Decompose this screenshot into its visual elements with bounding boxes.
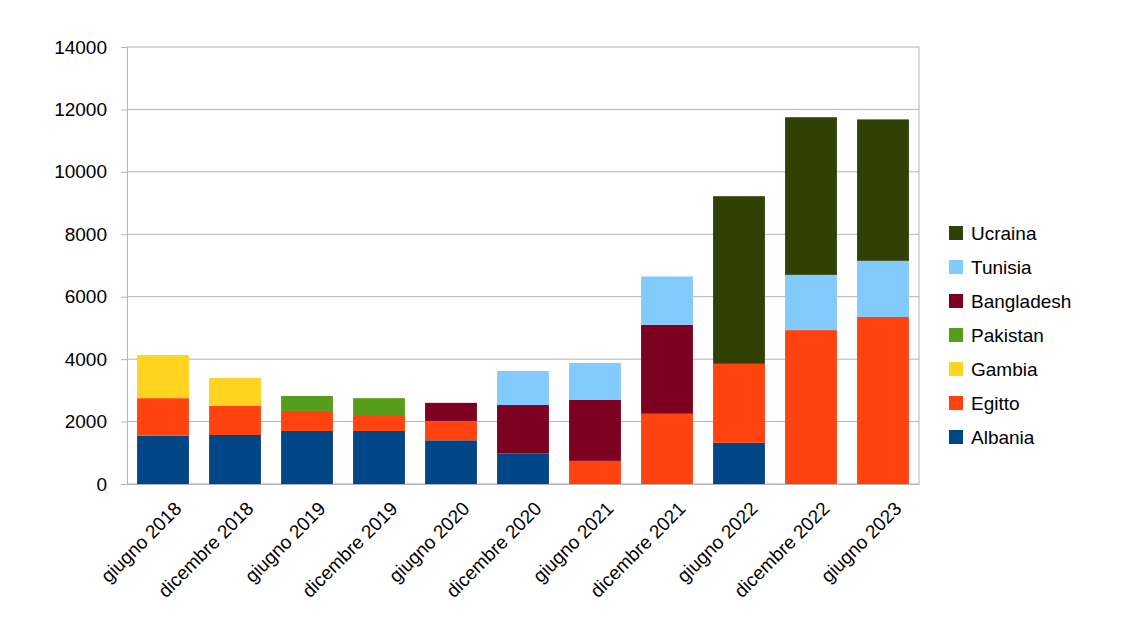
bar-segment — [353, 431, 405, 484]
legend-swatch — [949, 328, 963, 342]
y-tick-mark — [121, 47, 127, 48]
y-tick: 0 — [96, 474, 127, 495]
bar-segment — [785, 330, 837, 484]
bar-segment — [209, 435, 261, 484]
y-tick-label: 4000 — [65, 349, 107, 370]
chart: 0 2000 4000 6000 8000 10000 12000 14000 giugno 2… — [0, 0, 1129, 635]
y-tick-mark — [121, 297, 127, 298]
bar-segment — [497, 371, 549, 405]
bar-segment — [281, 411, 333, 431]
y-tick: 12000 — [54, 99, 127, 120]
y-tick: 4000 — [65, 349, 127, 370]
y-tick: 8000 — [65, 224, 127, 245]
y-tick-label: 6000 — [65, 286, 107, 307]
y-tick-mark — [121, 234, 127, 235]
x-tick: dicembre 2019 — [298, 498, 402, 602]
legend-swatch — [949, 294, 963, 308]
y-tick: 6000 — [65, 286, 127, 307]
y-axis-line — [127, 48, 128, 485]
y-tick-mark — [121, 109, 127, 110]
y-tick: 10000 — [54, 161, 127, 182]
bar-segment — [137, 436, 189, 484]
x-tick: dicembre 2018 — [154, 498, 258, 602]
x-tick: dicembre 2020 — [442, 498, 546, 602]
x-tick: giugno 2023 — [817, 498, 906, 587]
bar-segment — [353, 415, 405, 431]
x-axis-line — [128, 484, 920, 485]
bar-segment — [281, 396, 333, 411]
bar-segment — [281, 431, 333, 484]
bar-segment — [641, 325, 693, 414]
bar-segment — [569, 400, 621, 461]
legend-label: Bangladesh — [971, 291, 1071, 312]
bar-segment — [857, 119, 909, 260]
bar-segment — [425, 440, 477, 484]
x-tick: dicembre 2022 — [730, 498, 834, 602]
bar-segment — [713, 443, 765, 484]
x-tick-label: dicembre 2020 — [442, 498, 546, 602]
bar-segment — [569, 363, 621, 400]
bar-segment — [785, 117, 837, 275]
y-tick-label: 8000 — [65, 224, 107, 245]
y-tick: 2000 — [65, 411, 127, 432]
y-tick-mark — [121, 172, 127, 173]
bar-segment — [569, 461, 621, 484]
legend-label: Pakistan — [971, 325, 1044, 346]
bar-segment — [137, 398, 189, 435]
bars — [137, 117, 909, 484]
bar-segment — [425, 403, 477, 421]
y-tick-label: 2000 — [65, 411, 107, 432]
x-tick-label: dicembre 2018 — [154, 498, 258, 602]
x-tick-label: dicembre 2021 — [586, 498, 690, 602]
legend: Ucraina Tunisia Bangladesh Pakistan Gambia Eg… — [949, 223, 1071, 448]
bar-segment — [497, 405, 549, 453]
bar-segment — [353, 398, 405, 415]
x-tick-label: giugno 2023 — [817, 498, 906, 587]
bar-segment — [137, 355, 189, 398]
legend-swatch — [949, 430, 963, 444]
grid-line — [127, 109, 919, 110]
bar-segment — [785, 275, 837, 330]
bar-segment — [209, 406, 261, 435]
bar-segment — [497, 453, 549, 484]
grid-line — [127, 47, 919, 48]
bar-segment — [641, 414, 693, 484]
legend-label: Ucraina — [971, 223, 1037, 244]
y-tick-label: 10000 — [54, 161, 107, 182]
y-tick-mark — [121, 422, 127, 423]
bar-segment — [857, 317, 909, 484]
bar-segment — [713, 364, 765, 443]
legend-swatch — [949, 396, 963, 410]
legend-swatch — [949, 260, 963, 274]
legend-swatch — [949, 362, 963, 376]
x-tick: dicembre 2021 — [586, 498, 690, 602]
x-axis: giugno 2018dicembre 2018giugno 2019dicem… — [97, 485, 920, 602]
bar-segment — [641, 276, 693, 324]
legend-label: Albania — [971, 427, 1035, 448]
bar-segment — [425, 421, 477, 440]
x-tick-label: dicembre 2022 — [730, 498, 834, 602]
bar-segment — [713, 196, 765, 364]
legend-swatch — [949, 226, 963, 240]
y-tick-mark — [121, 359, 127, 360]
y-tick-label: 14000 — [54, 37, 107, 58]
legend-label: Egitto — [971, 393, 1020, 414]
bar-segment — [209, 378, 261, 406]
y-tick: 14000 — [54, 37, 127, 58]
bar-segment — [857, 261, 909, 317]
legend-label: Gambia — [971, 359, 1038, 380]
legend-label: Tunisia — [971, 257, 1032, 278]
grid — [127, 47, 919, 484]
x-tick-label: dicembre 2019 — [298, 498, 402, 602]
y-axis: 0 2000 4000 6000 8000 10000 12000 14000 — [54, 37, 127, 495]
y-tick-mark — [121, 484, 127, 485]
y-tick-label: 12000 — [54, 99, 107, 120]
plot-frame — [919, 47, 920, 484]
y-tick-label: 0 — [96, 474, 107, 495]
